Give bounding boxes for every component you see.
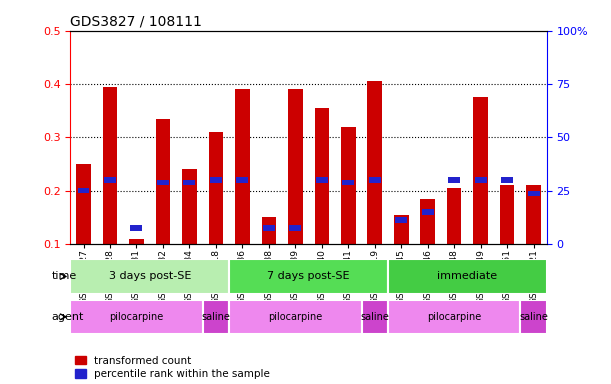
Bar (235, 89, 250, 244)
Text: agent: agent (52, 312, 84, 322)
Bar (474, 97, 488, 244)
Bar (78, 188, 89, 193)
Text: immediate: immediate (437, 271, 497, 281)
Bar (388, 259, 547, 294)
Bar (156, 119, 170, 244)
Bar (500, 185, 514, 244)
Bar (341, 127, 356, 244)
Legend: transformed count, percentile rank within the sample: transformed count, percentile rank withi… (76, 356, 270, 379)
Bar (316, 177, 327, 182)
Bar (182, 169, 197, 244)
Text: saline: saline (519, 312, 548, 322)
Bar (528, 190, 540, 196)
Bar (367, 81, 382, 244)
Text: GDS3827 / 108111: GDS3827 / 108111 (70, 14, 202, 28)
Bar (447, 188, 461, 244)
Bar (183, 180, 196, 185)
Bar (475, 177, 486, 182)
Bar (395, 217, 407, 223)
Bar (288, 89, 302, 244)
Bar (501, 177, 513, 182)
Bar (420, 199, 435, 244)
Bar (263, 225, 275, 230)
Text: pilocarpine: pilocarpine (427, 312, 481, 322)
Bar (448, 177, 460, 182)
Bar (369, 177, 381, 182)
Bar (342, 180, 354, 185)
Bar (315, 108, 329, 244)
Bar (76, 164, 91, 244)
Bar (229, 259, 388, 294)
Bar (131, 225, 142, 230)
Text: pilocarpine: pilocarpine (268, 312, 323, 322)
Bar (394, 215, 409, 244)
Bar (210, 177, 222, 182)
Bar (203, 300, 229, 334)
Text: 3 days post-SE: 3 days post-SE (109, 271, 191, 281)
Bar (70, 259, 229, 294)
Bar (362, 300, 388, 334)
Text: 7 days post-SE: 7 days post-SE (267, 271, 350, 281)
Bar (290, 225, 301, 230)
Bar (521, 300, 547, 334)
Bar (388, 300, 521, 334)
Bar (70, 300, 203, 334)
Bar (208, 132, 223, 244)
Text: saline: saline (360, 312, 389, 322)
Text: pilocarpine: pilocarpine (109, 312, 164, 322)
Bar (157, 180, 169, 185)
Bar (236, 177, 248, 182)
Text: time: time (52, 271, 77, 281)
Text: saline: saline (202, 312, 230, 322)
Bar (229, 300, 362, 334)
Bar (104, 177, 116, 182)
Bar (526, 185, 541, 244)
Bar (129, 238, 144, 244)
Bar (262, 217, 276, 244)
Bar (103, 87, 117, 244)
Bar (422, 209, 434, 215)
